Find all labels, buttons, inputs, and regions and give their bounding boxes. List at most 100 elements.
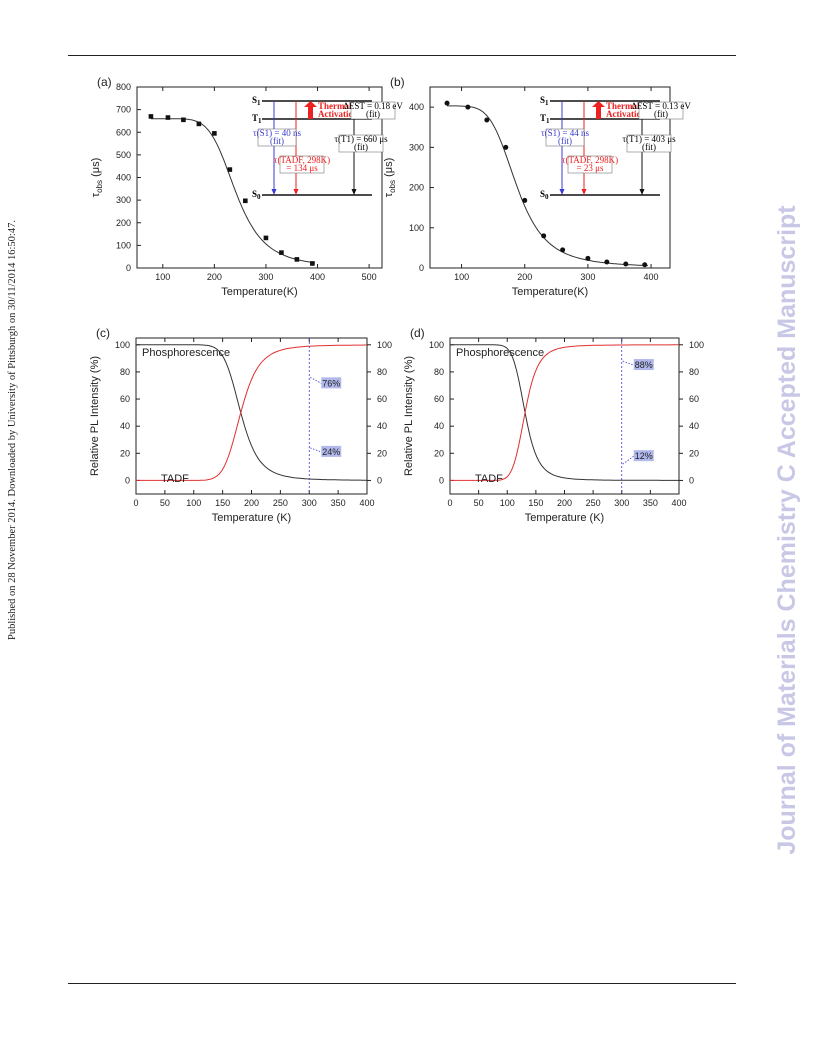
- data-point: [642, 262, 648, 268]
- de-box: [350, 101, 396, 120]
- y-tick-label: 80: [120, 367, 130, 377]
- y-tick-label: 300: [409, 142, 424, 152]
- panel-label: (c): [96, 326, 110, 340]
- x-tick-label: 300: [302, 498, 317, 508]
- s1-decay-arrow-head: [271, 189, 277, 195]
- data-point: [541, 233, 547, 239]
- y-tick-label-right: 100: [377, 340, 392, 350]
- phosphorescence-curve: [136, 344, 367, 481]
- x-axis-label: Temperature (K): [212, 512, 291, 524]
- x-tick-label: 100: [155, 272, 170, 282]
- t1-life-label: τ(T1) = 660 μs: [334, 134, 388, 144]
- y-tick-label-right: 60: [377, 394, 387, 404]
- x-tick-label: 150: [215, 498, 230, 508]
- chart-panel-3: (d) 0 50 100 150 200 250 300 350 400 0 0 20 20 40 40 60 6…: [403, 326, 704, 524]
- y-tick-label-right: 40: [377, 421, 387, 431]
- data-point: [148, 114, 154, 119]
- panel-label: (d): [410, 326, 425, 340]
- journal-watermark-text: Journal of Materials Chemistry C Accepte…: [773, 205, 801, 855]
- tadf-life-label: τ(TADF, 298K): [562, 155, 618, 165]
- chart-panel-2: (c) 0 50 100 150 200 250 300 350 400 0 0 20 20 40 40 60 6…: [89, 326, 392, 524]
- y-tick-label: 800: [116, 82, 131, 92]
- y-tick-label: 400: [409, 102, 424, 112]
- s1-life-label: τ(S1) = 40 ns: [253, 128, 301, 138]
- data-point: [227, 167, 233, 172]
- t1-life-label: τ(T1) = 403 μs: [622, 134, 676, 144]
- y-tick-label: 20: [120, 448, 130, 458]
- thermal-label: Activation: [606, 109, 646, 119]
- data-point: [310, 261, 315, 266]
- y-tick-label: 0: [125, 475, 130, 485]
- y-tick-label-right: 40: [689, 421, 699, 431]
- x-tick-label: 200: [517, 272, 532, 282]
- figure: (a)100 200 300 400 5000100200300400500600700…: [89, 75, 704, 524]
- annotation-box: [633, 450, 654, 462]
- phosphorescence-curve: [450, 344, 679, 481]
- x-tick-label: 400: [359, 498, 374, 508]
- y-tick-label-right: 20: [689, 448, 699, 458]
- data-point: [560, 247, 566, 253]
- tadf-life-value: = 23 μs: [577, 163, 604, 173]
- x-tick-label: 400: [310, 272, 325, 282]
- x-axis-label: Temperature(K): [221, 286, 297, 298]
- thermal-label: Activation: [318, 109, 358, 119]
- annotation-leader: [622, 360, 634, 366]
- y-tick-label: 700: [116, 105, 131, 115]
- x-tick-label: 250: [586, 498, 601, 508]
- x-tick-label: 200: [244, 498, 259, 508]
- y-tick-label-right: 20: [377, 448, 387, 458]
- y-tick-label-right: 0: [377, 475, 382, 485]
- annotation-box: [321, 377, 342, 389]
- y-tick-label: 60: [434, 394, 444, 404]
- tadf-decay-arrow-head: [293, 189, 299, 195]
- x-tick-label: 300: [580, 272, 595, 282]
- top-rule: [68, 55, 736, 56]
- s0-label: S0: [540, 189, 549, 201]
- y-tick-label-right: 80: [689, 367, 699, 377]
- y-tick-label: 600: [116, 127, 131, 137]
- tadf-decay-arrow-head: [581, 189, 587, 195]
- annotation-leader: [622, 455, 634, 465]
- fit-curve: [150, 118, 315, 264]
- s1-life-box: [257, 128, 297, 147]
- x-tick-label: 400: [644, 272, 659, 282]
- x-tick-label: 400: [671, 498, 686, 508]
- x-axis-label: Temperature (K): [525, 512, 604, 524]
- y-tick-label: 100: [116, 240, 131, 250]
- tadf-label: TADF: [161, 473, 189, 485]
- data-point: [465, 104, 471, 110]
- x-tick-label: 100: [454, 272, 469, 282]
- thermal-arrow: [304, 101, 317, 119]
- annotation-box: [321, 445, 342, 457]
- x-tick-label: 300: [258, 272, 273, 282]
- data-point: [522, 197, 528, 203]
- tadf-curve: [450, 344, 679, 481]
- data-point: [279, 250, 284, 255]
- plot-frame: [429, 86, 671, 269]
- y-tick-label: 40: [434, 421, 444, 431]
- data-point: [294, 257, 300, 262]
- plot-frame: [135, 337, 368, 495]
- x-tick-label: 100: [500, 498, 515, 508]
- s1-label: S1: [252, 95, 261, 107]
- y-tick-label-right: 60: [689, 394, 699, 404]
- phosphorescence-label: Phosphorescence: [456, 347, 544, 359]
- s1-label: S1: [540, 95, 549, 107]
- y-tick-label-right: 100: [689, 340, 704, 350]
- tadf-life-box: [279, 155, 325, 174]
- bottom-rule: [68, 983, 736, 984]
- x-tick-label: 100: [186, 498, 201, 508]
- y-tick-label: 100: [409, 223, 424, 233]
- de-label: ΔEST = 0.18 eV: [343, 101, 403, 111]
- de-box: [638, 101, 684, 120]
- x-tick-label: 0: [447, 498, 452, 508]
- data-point: [585, 255, 591, 261]
- y-tick-label: 20: [434, 448, 444, 458]
- y-tick-label: 300: [116, 195, 131, 205]
- thermal-label: Thermal: [318, 101, 352, 111]
- y-axis-label: Relative PL Intensity (%): [89, 356, 101, 476]
- s1-life-label: τ(S1) = 44 ns: [541, 128, 589, 138]
- x-tick-label: 50: [474, 498, 484, 508]
